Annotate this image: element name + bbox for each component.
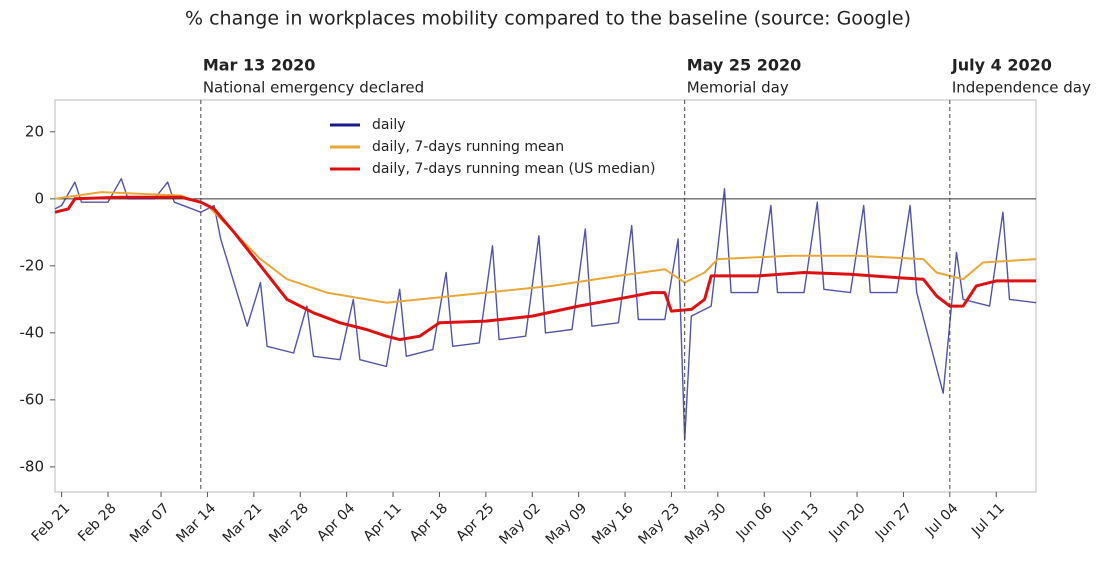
x-tick-label: Jul 04 (922, 500, 962, 540)
x-tick-label: Mar 14 (173, 500, 219, 546)
series-line (54, 191, 1037, 304)
event-date: July 4 2020 (951, 56, 1052, 75)
event-text: Memorial day (687, 79, 789, 97)
event-text: National emergency declared (203, 79, 424, 97)
x-tick-label: Feb 28 (75, 500, 120, 545)
y-tick-label: 0 (34, 189, 44, 207)
x-tick-label: May 09 (543, 500, 591, 548)
x-tick-label: Jun 27 (872, 500, 915, 543)
x-tick-label: Mar 21 (220, 500, 266, 546)
y-tick-label: -20 (20, 256, 45, 274)
x-tick-label: Mar 28 (266, 500, 312, 546)
x-tick-label: Jul 11 (968, 500, 1008, 540)
chart-title: % change in workplaces mobility compared… (185, 8, 911, 30)
x-tick-label: May 02 (496, 500, 544, 548)
x-tick-label: Jun 13 (779, 500, 822, 543)
event-date: Mar 13 2020 (203, 56, 316, 75)
x-tick-label: Jun 20 (825, 500, 868, 543)
y-tick-label: 20 (25, 122, 44, 140)
legend-label: daily, 7-days running mean (372, 139, 564, 155)
x-tick-label: May 30 (682, 500, 730, 548)
event-text: Independence day (952, 79, 1091, 97)
y-tick-label: -60 (20, 390, 45, 408)
legend-label: daily, 7-days running mean (US median) (372, 161, 656, 177)
x-tick-label: May 23 (636, 500, 684, 548)
series-line (54, 195, 1036, 342)
event-date: May 25 2020 (687, 56, 802, 75)
x-tick-label: Apr 25 (453, 500, 497, 544)
legend-label: daily (372, 117, 406, 133)
plot-frame (54, 99, 1037, 493)
x-tick-label: Apr 11 (361, 500, 405, 544)
x-tick-label: May 16 (589, 500, 637, 548)
series-line (54, 178, 1037, 441)
x-tick-label: Mar 07 (127, 500, 173, 546)
y-tick-label: -40 (20, 323, 45, 341)
x-tick-label: Feb 21 (29, 500, 74, 545)
x-tick-label: Jun 06 (733, 500, 776, 543)
x-tick-label: Apr 04 (314, 500, 358, 544)
x-tick-label: Apr 18 (407, 500, 451, 544)
y-tick-label: -80 (20, 457, 45, 475)
